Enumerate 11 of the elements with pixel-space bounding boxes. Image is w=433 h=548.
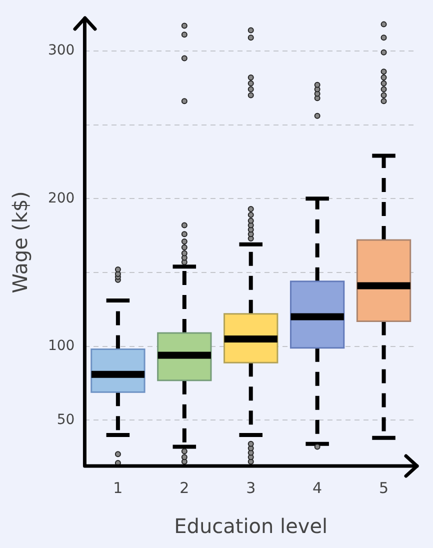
x-axis-title: Education level bbox=[174, 514, 328, 538]
x-tick-label: 5 bbox=[379, 478, 389, 497]
y-axis-title: Wage (k$) bbox=[8, 191, 32, 294]
x-tick-label: 4 bbox=[312, 478, 322, 497]
y-tick-label: 50 bbox=[56, 412, 75, 428]
x-tick-label: 3 bbox=[246, 478, 256, 497]
x-tick-label: 2 bbox=[180, 478, 190, 497]
y-tick-label: 300 bbox=[48, 42, 75, 59]
x-tick-label: 1 bbox=[113, 478, 123, 497]
y-tick-label: 100 bbox=[48, 338, 75, 354]
y-tick-label: 200 bbox=[48, 190, 75, 206]
